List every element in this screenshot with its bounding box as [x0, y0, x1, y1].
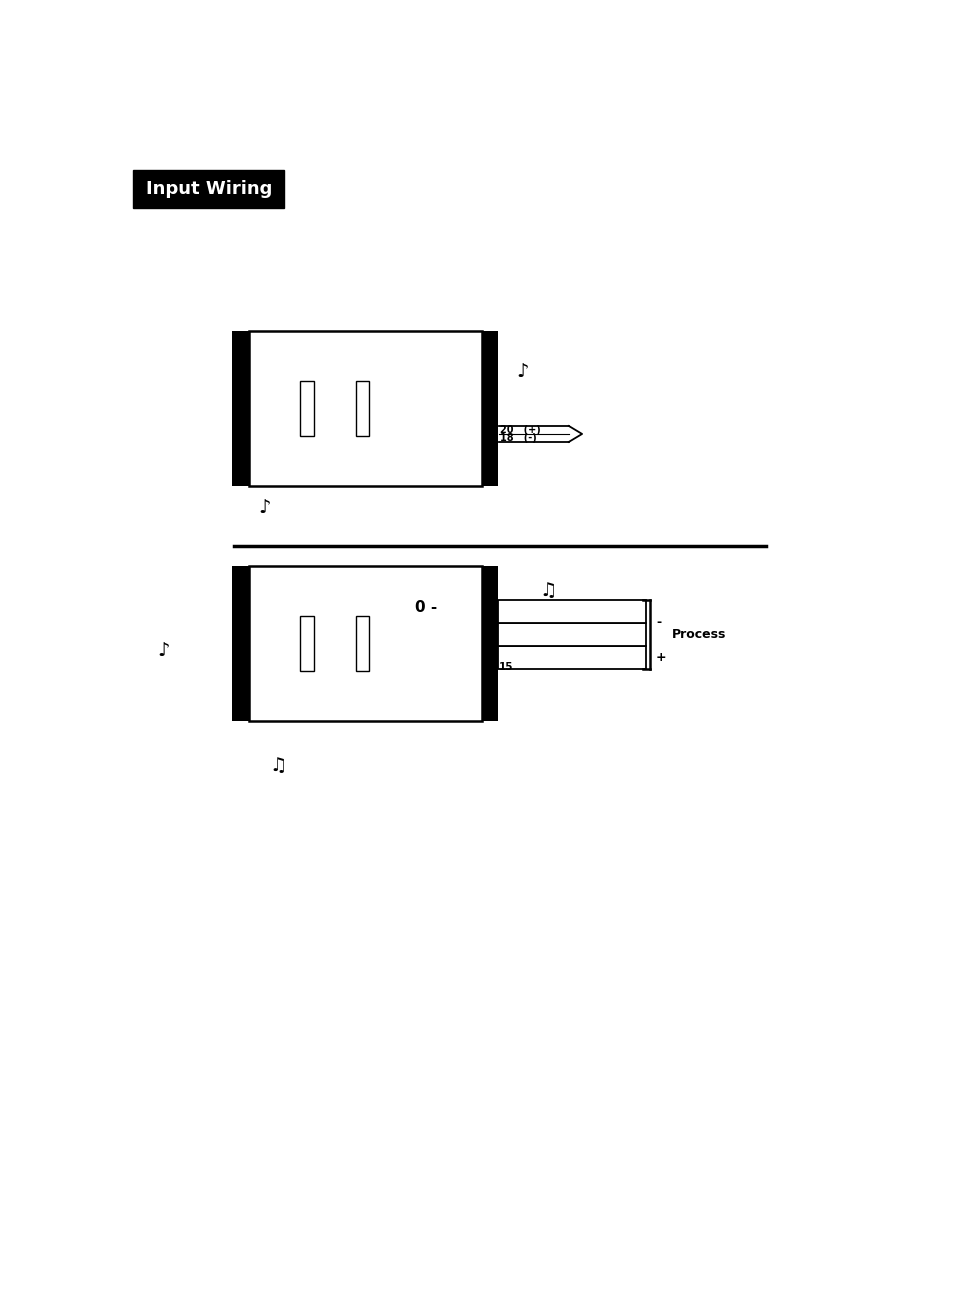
Bar [481, 331, 497, 486]
Bar [300, 381, 314, 436]
Text: 20   (+): 20 (+) [499, 425, 540, 435]
Bar [481, 566, 497, 721]
Bar [355, 616, 369, 672]
Bar [249, 331, 481, 486]
Text: ♪: ♪ [257, 499, 270, 517]
Text: 0 -: 0 - [415, 600, 436, 616]
Bar [233, 566, 249, 721]
Bar [249, 566, 481, 721]
Bar [497, 600, 645, 624]
Text: Input Wiring: Input Wiring [146, 179, 272, 197]
Text: 15: 15 [498, 662, 513, 672]
Text: ♫: ♫ [269, 756, 287, 776]
Text: -: - [656, 617, 660, 630]
Bar [300, 616, 314, 672]
Text: 18   (-): 18 (-) [499, 433, 537, 443]
Text: ♫: ♫ [538, 582, 557, 600]
Text: ♪: ♪ [516, 362, 528, 382]
Bar [233, 331, 249, 486]
Text: ♪: ♪ [157, 642, 170, 660]
FancyBboxPatch shape [132, 170, 284, 208]
Bar [497, 624, 645, 646]
Text: Process: Process [672, 627, 726, 640]
Bar [355, 381, 369, 436]
Text: 9: 9 [483, 630, 490, 639]
Bar [497, 646, 645, 669]
Text: +: + [656, 651, 666, 664]
